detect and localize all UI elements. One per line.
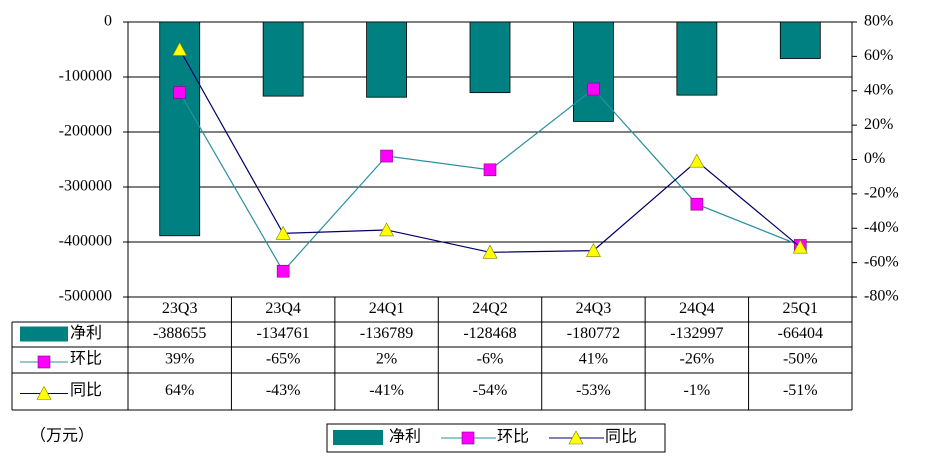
y2-tick-label: 40%: [864, 81, 893, 98]
bar: [469, 21, 511, 94]
y-tick-label: -400000: [59, 233, 112, 250]
table-cell: 39%: [165, 351, 194, 368]
line: [179, 88, 801, 273]
x-tick-label: 24Q3: [576, 300, 612, 317]
table-cell: -43%: [266, 382, 301, 399]
table-cell: 64%: [165, 382, 194, 399]
line-marker: [690, 197, 704, 211]
y-tick-label: -300000: [59, 178, 112, 195]
table-legend-marker: [36, 385, 52, 400]
bar: [676, 21, 718, 96]
table-legend-marker: [37, 355, 51, 369]
y2-tick-label: 60%: [864, 47, 893, 64]
table-cell: -134761: [256, 325, 309, 342]
line-marker: [483, 163, 497, 177]
legend-key: [333, 430, 383, 445]
line-marker: [276, 264, 290, 278]
y-tick-label: 0: [104, 13, 112, 30]
x-tick-label: 25Q1: [783, 300, 819, 317]
table-cell: -180772: [567, 325, 620, 342]
y2-tick-label: -80%: [864, 288, 899, 305]
table-cell: -53%: [576, 382, 611, 399]
table-cell: -6%: [477, 351, 504, 368]
x-tick-label: 23Q3: [162, 300, 198, 317]
table-cell: -54%: [473, 382, 508, 399]
line-marker: [379, 222, 395, 237]
table-row-label: 净利: [70, 324, 102, 342]
y-tick-label: -200000: [59, 123, 112, 140]
line-marker: [585, 242, 601, 257]
x-tick-label: 24Q1: [369, 300, 405, 317]
y2-tick-label: -20%: [864, 185, 899, 202]
table-cell: 2%: [376, 351, 397, 368]
x-tick-label: 23Q4: [265, 300, 301, 317]
y2-tick-label: -40%: [864, 219, 899, 236]
legend-marker: [461, 431, 475, 445]
line-marker: [689, 153, 705, 168]
bar: [262, 21, 304, 97]
y2-tick-label: -60%: [864, 253, 899, 270]
y-tick-label: -500000: [59, 288, 112, 305]
x-tick-label: 24Q2: [472, 300, 508, 317]
unit-label: （万元）: [30, 427, 94, 445]
table-cell: -128468: [463, 325, 516, 342]
table-cell: -132997: [670, 325, 723, 342]
table-cell: -41%: [369, 382, 404, 399]
bar: [573, 21, 614, 122]
legend-marker: [568, 430, 584, 445]
bar: [159, 21, 201, 237]
x-tick-label: 24Q4: [679, 300, 715, 317]
line-marker: [380, 149, 393, 163]
legend-label: 同比: [605, 428, 637, 446]
y2-tick-label: 80%: [864, 13, 893, 30]
line-marker: [275, 225, 291, 240]
line-marker: [587, 82, 600, 96]
line-marker: [173, 86, 187, 99]
table-cell: -65%: [266, 351, 301, 368]
table-row-label: 同比: [70, 381, 102, 399]
table-cell: -51%: [783, 382, 818, 399]
table-cell: -50%: [783, 351, 818, 368]
table-cell: -26%: [680, 351, 715, 368]
bar: [366, 21, 407, 98]
bar: [779, 21, 821, 59]
table-cell: -388655: [153, 325, 206, 342]
table-cell: 41%: [579, 351, 608, 368]
y2-tick-label: 20%: [864, 116, 893, 133]
line-marker: [792, 239, 808, 254]
table-cell: -136789: [360, 325, 413, 342]
line-marker: [482, 244, 498, 259]
legend-box: [326, 423, 666, 453]
y2-tick-label: 0%: [864, 150, 885, 167]
y-tick-label: -100000: [59, 68, 112, 85]
table-cell: -1%: [684, 382, 711, 399]
table-row-label: 环比: [70, 350, 102, 368]
legend-label: 环比: [497, 428, 529, 446]
table-legend-key: [20, 326, 68, 342]
line-marker: [172, 41, 188, 56]
legend-label: 净利: [389, 428, 421, 446]
table-cell: -66404: [778, 325, 823, 342]
